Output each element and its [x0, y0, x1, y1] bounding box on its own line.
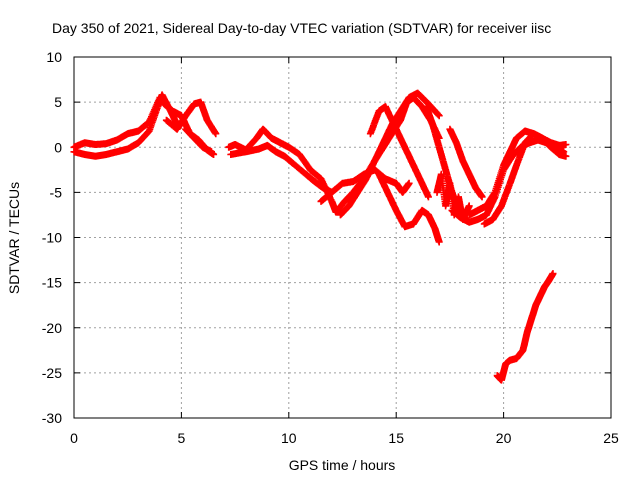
- series-arc-5: [225, 125, 368, 216]
- x-tick-label: 10: [281, 430, 297, 446]
- data-marker: [162, 98, 220, 138]
- y-tick-label: -15: [42, 275, 62, 291]
- y-tick-label: 5: [54, 94, 62, 110]
- series-arc-2: [70, 91, 181, 160]
- y-tick-label: -25: [42, 365, 62, 381]
- x-tick-label: 15: [388, 430, 404, 446]
- series-arc-6: [227, 141, 336, 196]
- y-tick-label: 0: [54, 139, 62, 155]
- y-axis-label: SDTVAR / TECUs: [6, 182, 22, 294]
- series-arc-3: [162, 98, 220, 138]
- data-marker: [375, 170, 443, 246]
- x-tick-label: 25: [603, 430, 619, 446]
- data-marker: [70, 91, 181, 160]
- series-arc-10: [366, 103, 432, 201]
- series-arc-17: [480, 130, 570, 228]
- y-tick-label: -5: [50, 184, 63, 200]
- x-tick-label: 20: [496, 430, 512, 446]
- x-tick-label: 5: [178, 430, 186, 446]
- data-marker: [182, 125, 215, 156]
- x-axis-label: GPS time / hours: [289, 457, 396, 473]
- axis-ticks: 0 5 10 15 20 25 10 5 0 -5 -10 -15 -20 -25 -30: [42, 49, 619, 446]
- y-tick-label: -30: [42, 410, 62, 426]
- data-marker: [225, 125, 368, 216]
- series-arc-18: [493, 270, 557, 384]
- data-marker: [446, 125, 486, 201]
- series-arc-16: [465, 127, 570, 219]
- data-points: [70, 89, 570, 384]
- data-marker: [366, 103, 432, 201]
- y-tick-label: -10: [42, 230, 62, 246]
- data-marker: [493, 270, 557, 384]
- data-marker: [227, 141, 336, 196]
- chart-title: Day 350 of 2021, Sidereal Day-to-day VTE…: [52, 20, 551, 36]
- data-marker: [480, 130, 570, 228]
- series-arc-14: [446, 125, 486, 201]
- y-tick-label: -20: [42, 320, 62, 336]
- y-tick-label: 10: [46, 49, 62, 65]
- x-tick-label: 0: [70, 430, 78, 446]
- data-marker: [465, 127, 570, 219]
- series-arc-11: [375, 170, 443, 246]
- series-arc-4: [182, 125, 215, 156]
